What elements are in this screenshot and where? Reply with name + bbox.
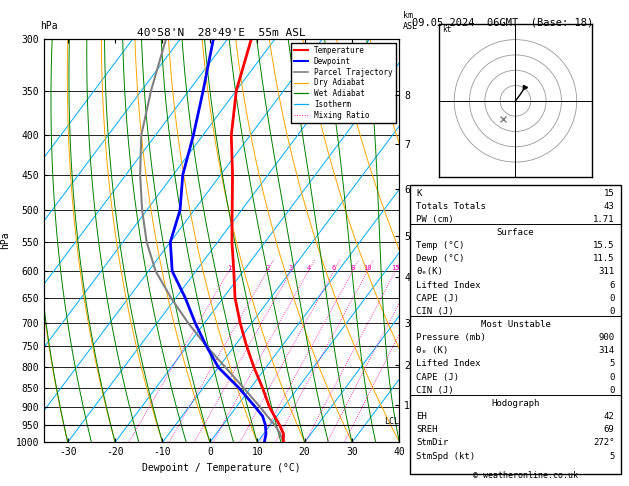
Text: 5: 5 [609, 360, 615, 368]
Y-axis label: hPa: hPa [0, 232, 10, 249]
Text: 900: 900 [598, 333, 615, 342]
Text: LCL: LCL [384, 417, 399, 426]
Text: 6: 6 [609, 280, 615, 290]
Text: Pressure (mb): Pressure (mb) [416, 333, 486, 342]
Text: 09.05.2024  06GMT  (Base: 18): 09.05.2024 06GMT (Base: 18) [412, 17, 593, 27]
Text: kt: kt [442, 25, 451, 34]
Text: 1: 1 [226, 265, 231, 271]
Text: Totals Totals: Totals Totals [416, 202, 486, 211]
Text: 42: 42 [604, 412, 615, 421]
Text: Surface: Surface [497, 228, 534, 237]
Text: 1.71: 1.71 [593, 215, 615, 224]
Text: 0: 0 [609, 307, 615, 316]
Text: StmSpd (kt): StmSpd (kt) [416, 451, 476, 461]
Text: Dewp (°C): Dewp (°C) [416, 254, 465, 263]
Text: 314: 314 [598, 347, 615, 355]
Text: 8: 8 [350, 265, 355, 271]
Text: 3: 3 [289, 265, 293, 271]
Text: 15.5: 15.5 [593, 241, 615, 250]
Text: Hodograph: Hodograph [491, 399, 540, 408]
Text: EH: EH [416, 412, 427, 421]
Text: Lifted Index: Lifted Index [416, 280, 481, 290]
Text: km
ASL: km ASL [403, 11, 418, 31]
Text: PW (cm): PW (cm) [416, 215, 454, 224]
Text: 5: 5 [609, 451, 615, 461]
Text: 0: 0 [609, 294, 615, 303]
Text: 6: 6 [331, 265, 336, 271]
Text: 272°: 272° [593, 438, 615, 447]
Legend: Temperature, Dewpoint, Parcel Trajectory, Dry Adiabat, Wet Adiabat, Isotherm, Mi: Temperature, Dewpoint, Parcel Trajectory… [291, 43, 396, 123]
Text: 43: 43 [604, 202, 615, 211]
Text: SREH: SREH [416, 425, 438, 434]
Text: Most Unstable: Most Unstable [481, 320, 550, 329]
Text: CAPE (J): CAPE (J) [416, 373, 459, 382]
Text: 11.5: 11.5 [593, 254, 615, 263]
Text: 2: 2 [265, 265, 269, 271]
Text: CIN (J): CIN (J) [416, 307, 454, 316]
Text: hPa: hPa [40, 21, 58, 31]
Text: K: K [416, 189, 422, 198]
Title: 40°58'N  28°49'E  55m ASL: 40°58'N 28°49'E 55m ASL [137, 28, 306, 38]
FancyBboxPatch shape [410, 185, 621, 474]
Text: θₑ (K): θₑ (K) [416, 347, 448, 355]
Text: CIN (J): CIN (J) [416, 386, 454, 395]
Text: 69: 69 [604, 425, 615, 434]
Text: 0: 0 [609, 373, 615, 382]
Text: 311: 311 [598, 267, 615, 277]
Text: StmDir: StmDir [416, 438, 448, 447]
Text: 4: 4 [306, 265, 311, 271]
X-axis label: Dewpoint / Temperature (°C): Dewpoint / Temperature (°C) [142, 463, 301, 473]
Text: 10: 10 [364, 265, 372, 271]
Text: 15: 15 [604, 189, 615, 198]
Text: © weatheronline.co.uk: © weatheronline.co.uk [473, 470, 577, 480]
Text: CAPE (J): CAPE (J) [416, 294, 459, 303]
Text: 15: 15 [391, 265, 400, 271]
Text: Temp (°C): Temp (°C) [416, 241, 465, 250]
Y-axis label: Mixing Ratio (g/kg): Mixing Ratio (g/kg) [414, 185, 424, 296]
Text: Lifted Index: Lifted Index [416, 360, 481, 368]
Text: 0: 0 [609, 386, 615, 395]
Text: θₑ(K): θₑ(K) [416, 267, 443, 277]
